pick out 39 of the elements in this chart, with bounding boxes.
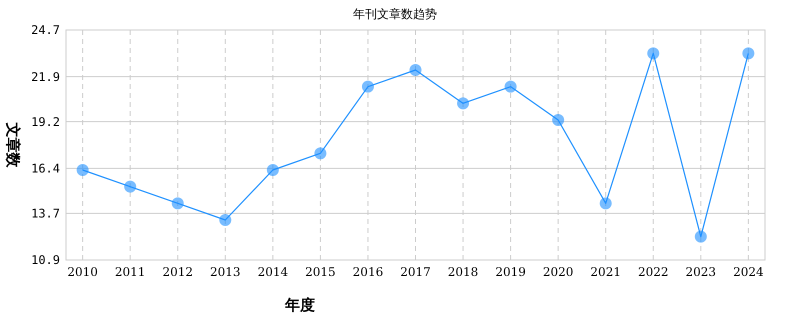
x-tick-label: 2024 xyxy=(733,265,764,279)
point xyxy=(266,164,279,176)
y-tick-label: 24.7 xyxy=(31,23,60,38)
point xyxy=(742,47,754,60)
point xyxy=(219,214,232,226)
point xyxy=(410,64,422,76)
point xyxy=(124,180,136,193)
x-tick-label: 2014 xyxy=(258,265,288,279)
x-tick-label: 2010 xyxy=(67,265,98,279)
x-tick-label: 2019 xyxy=(495,265,526,279)
point xyxy=(647,47,660,60)
point xyxy=(552,114,564,126)
y-axis-title: 文章数 xyxy=(4,122,22,168)
point xyxy=(457,97,470,110)
x-tick-label: 2017 xyxy=(400,265,431,279)
x-tick-label: 2015 xyxy=(305,265,336,279)
point xyxy=(504,80,517,93)
x-tick-label: 2021 xyxy=(590,265,621,279)
point xyxy=(600,197,612,210)
point xyxy=(172,197,184,210)
y-tick-label: 19.2 xyxy=(31,114,60,129)
point xyxy=(362,80,374,93)
point xyxy=(314,147,326,160)
x-axis-title: 年度 xyxy=(284,296,315,314)
x-tick-label: 2013 xyxy=(210,265,241,279)
chart-title: 年刊文章数趋势 xyxy=(353,7,437,21)
x-tick-label: 2023 xyxy=(686,265,716,279)
x-tick-label: 2022 xyxy=(638,265,669,279)
x-tick-label: 2016 xyxy=(352,265,384,279)
y-tick-label: 13.7 xyxy=(31,206,60,221)
point xyxy=(76,164,89,176)
x-tick-label: 2018 xyxy=(448,265,478,279)
x-tick-label: 2020 xyxy=(542,265,574,279)
x-tick-label: 2011 xyxy=(114,265,146,279)
y-tick-label: 21.9 xyxy=(31,70,60,84)
y-tick-label: 10.9 xyxy=(31,253,60,268)
y-tick-label: 16.4 xyxy=(31,162,60,176)
x-tick-label: 2012 xyxy=(162,265,194,279)
point xyxy=(694,230,707,243)
